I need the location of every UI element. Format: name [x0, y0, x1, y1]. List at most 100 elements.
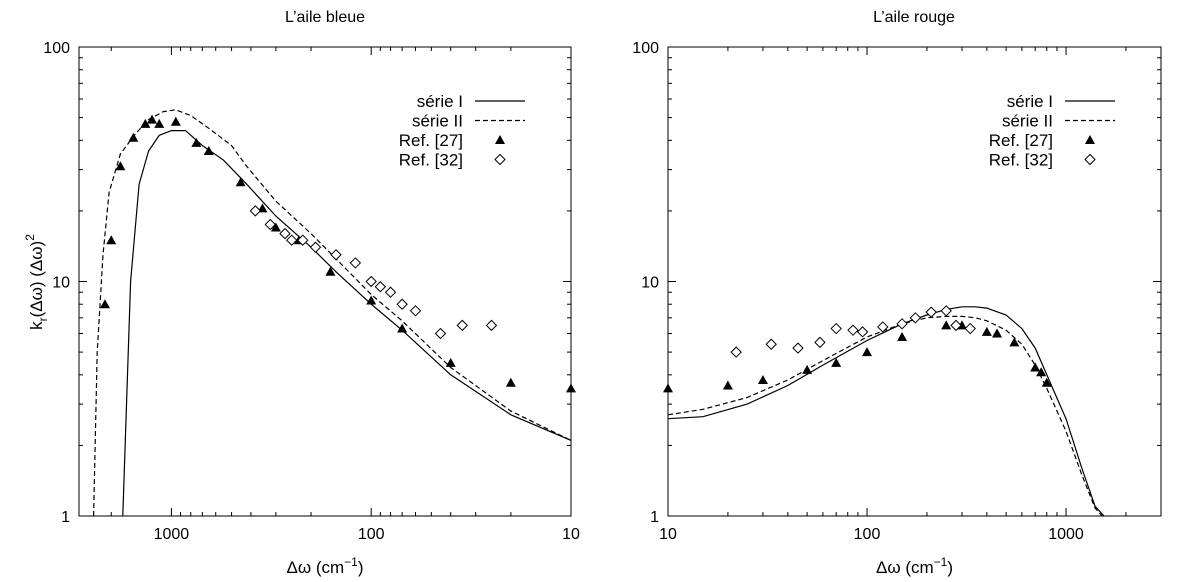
x-axis-label: Δω (cm−1): [286, 555, 363, 577]
data-point-diamond: [279, 227, 291, 240]
legend-label: série I: [417, 92, 463, 111]
y-tick-label: 1: [61, 509, 70, 526]
series-s-rie-ii: [93, 109, 572, 517]
data-point-diamond: [249, 205, 262, 217]
data-point-diamond: [365, 275, 377, 288]
data-point-triangle: [802, 364, 813, 374]
data-point-triangle: [147, 114, 158, 124]
data-point-diamond: [264, 218, 276, 231]
data-point-triangle: [325, 266, 336, 276]
data-point-triangle: [140, 118, 151, 128]
series-ref-27: [99, 114, 576, 393]
x-tick-label: 10: [659, 526, 677, 543]
series-line: [122, 130, 572, 517]
x-axis-label: Δω (cm−1): [876, 555, 953, 577]
data-point-triangle: [663, 383, 673, 393]
data-point-diamond: [964, 322, 976, 335]
data-point-diamond: [384, 286, 397, 298]
series-s-rie-i: [122, 130, 572, 517]
series-line: [667, 306, 1105, 517]
y-tick-label: 1: [650, 509, 659, 526]
data-point-triangle: [115, 161, 126, 171]
data-point-diamond: [925, 306, 937, 318]
x-tick-label: 100: [358, 526, 385, 543]
legend-swatch-diamond: [494, 153, 506, 166]
data-point-diamond: [847, 324, 859, 336]
series-line: [667, 315, 1103, 517]
chart-panel-1: L’aile bleue 1 10 100 1000 100 10 Δω (cm−1) séri…: [43, 9, 580, 577]
data-point-triangle: [941, 320, 952, 330]
data-point-diamond: [396, 298, 408, 310]
data-point-triangle: [992, 328, 1003, 338]
x-tick-label: 100: [854, 526, 881, 543]
data-point-diamond: [485, 319, 498, 332]
data-point-diamond: [297, 234, 309, 246]
data-point-diamond: [309, 241, 322, 253]
legend-label: série II: [412, 112, 463, 131]
data-point-diamond: [456, 319, 468, 332]
data-point-diamond: [349, 257, 362, 269]
data-point-triangle: [397, 323, 408, 333]
legend-label: Ref. [27]: [399, 131, 463, 150]
data-point-triangle: [366, 295, 377, 305]
data-point-triangle: [191, 137, 202, 147]
data-point-triangle: [862, 347, 873, 357]
x-tick-label: 1000: [1048, 526, 1084, 543]
data-point-diamond: [434, 327, 447, 340]
legend-label: série II: [1002, 112, 1053, 131]
y-tick-label: 100: [632, 40, 659, 57]
legend-swatch-triangle: [495, 135, 505, 144]
data-point-triangle: [203, 146, 214, 156]
data-point-triangle: [445, 357, 456, 367]
data-point-diamond: [285, 234, 298, 246]
data-point-diamond: [814, 336, 826, 349]
data-point-diamond: [730, 346, 742, 358]
series-ref-32: [730, 305, 976, 358]
data-point-diamond: [940, 305, 952, 317]
series-s-rie-ii: [667, 315, 1103, 517]
data-point-triangle: [154, 118, 165, 128]
chart-title: L’aile rouge: [873, 9, 955, 26]
data-point-triangle: [1030, 362, 1041, 372]
x-tick-label: 1000: [154, 526, 190, 543]
legend-swatch-triangle: [1085, 135, 1095, 144]
data-point-triangle: [170, 116, 181, 126]
data-point-triangle: [566, 383, 576, 393]
data-point-triangle: [897, 331, 908, 341]
legend-label: Ref. [32]: [989, 151, 1053, 170]
data-point-triangle: [99, 299, 110, 309]
data-point-diamond: [856, 326, 869, 338]
y-tick-label: 10: [52, 275, 70, 292]
series-s-rie-i: [667, 306, 1105, 517]
data-point-triangle: [235, 177, 246, 187]
y-axis-label: kr(Δω) (Δω)2: [23, 234, 50, 330]
data-point-diamond: [896, 318, 908, 330]
data-point-triangle: [1009, 337, 1020, 347]
series-ref-27: [663, 320, 1052, 393]
data-point-triangle: [270, 222, 281, 232]
x-tick-label: 10: [562, 526, 580, 543]
data-point-diamond: [877, 321, 889, 333]
y-tick-label: 10: [641, 275, 659, 292]
legend-label: Ref. [27]: [989, 131, 1053, 150]
data-point-diamond: [374, 281, 387, 293]
data-point-triangle: [505, 377, 516, 387]
data-point-triangle: [128, 132, 139, 142]
data-point-diamond: [909, 312, 922, 324]
series-ref-32: [249, 205, 498, 340]
data-point-diamond: [830, 322, 842, 335]
data-point-diamond: [765, 338, 777, 350]
legend-label: Ref. [32]: [399, 151, 463, 170]
legend-swatch-diamond: [1084, 153, 1096, 166]
data-point-triangle: [757, 375, 768, 385]
chart-title: L’aile bleue: [285, 9, 365, 26]
data-point-triangle: [981, 326, 992, 336]
data-point-triangle: [722, 380, 733, 390]
data-point-triangle: [1041, 377, 1052, 387]
series-line: [93, 109, 572, 517]
plot-frame: [667, 46, 1162, 517]
y-tick-label: 100: [43, 40, 70, 57]
data-point-diamond: [330, 249, 342, 261]
